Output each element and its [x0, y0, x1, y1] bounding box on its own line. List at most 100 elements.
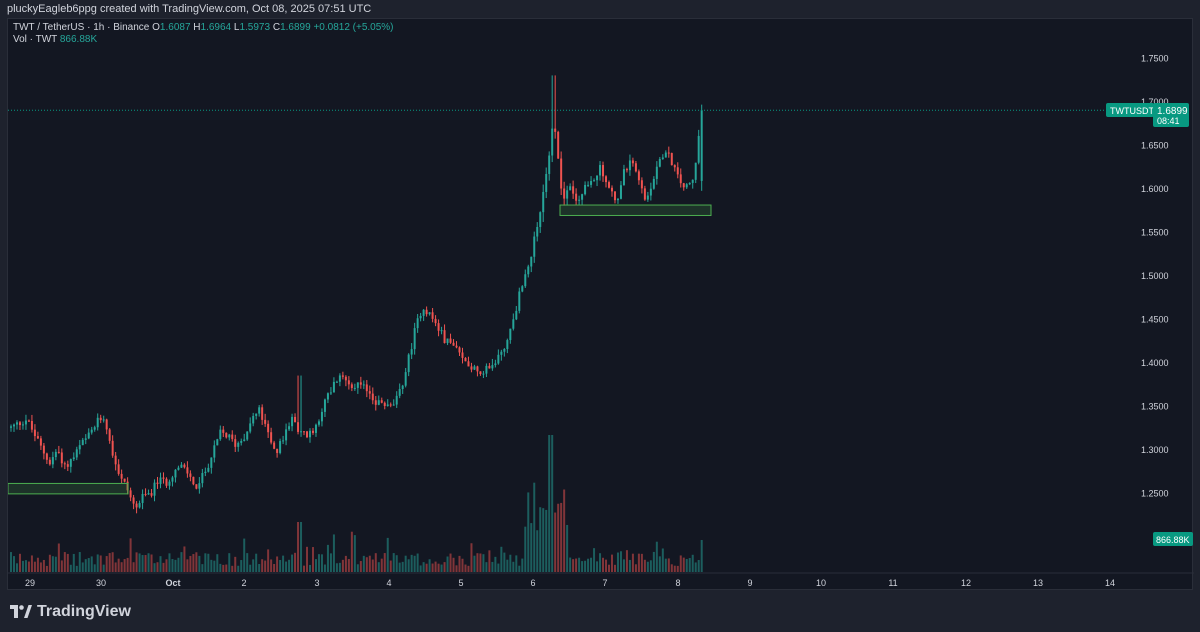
time-tick: 7 [602, 578, 607, 588]
candle-body [39, 438, 42, 446]
volume-bar [524, 526, 527, 572]
candle-body [24, 420, 27, 425]
candle-body [276, 448, 279, 453]
volume-bar [449, 553, 452, 572]
volume-bar [599, 553, 602, 572]
candle-body [273, 442, 276, 449]
volume-bar [60, 560, 63, 572]
time-tick: Oct [165, 578, 180, 588]
candle-body [581, 194, 584, 200]
volume-bar [482, 554, 485, 572]
candle-body [697, 135, 700, 163]
candle-body [33, 429, 36, 437]
volume-bar [560, 502, 563, 572]
volume-bar [314, 559, 317, 572]
volume-bar [652, 551, 655, 572]
candle-body [81, 439, 84, 446]
candle-body [494, 363, 497, 366]
candle-body [12, 424, 15, 427]
tradingview-logo[interactable]: TradingView [10, 602, 131, 622]
candle-body [27, 420, 30, 422]
candle-body [512, 319, 515, 329]
volume-bar [631, 553, 634, 572]
candle-body [326, 393, 329, 400]
candle-body [566, 190, 569, 199]
volume-bar [75, 565, 78, 572]
candle-body [294, 416, 297, 423]
candle-body [619, 185, 622, 199]
volume-bar [643, 559, 646, 572]
candle-body [117, 464, 120, 474]
candle-body [335, 381, 338, 383]
volume-bar [341, 559, 344, 572]
volume-bar [530, 523, 533, 572]
volume-bar [72, 553, 75, 572]
candle-body [153, 482, 156, 496]
candle-body [416, 318, 419, 329]
price-tick: 1.6500 [1141, 141, 1169, 151]
chart-canvas[interactable]: 1.2500 1.3000 1.3500 1.4000 1.4500 1.5000 1.55… [8, 19, 1194, 591]
candle-body [78, 445, 81, 450]
volume-bar [554, 512, 557, 572]
volume-bar [467, 565, 470, 572]
price-tick: 1.4000 [1141, 358, 1169, 368]
volume-bar [515, 555, 518, 572]
price-tick: 1.5500 [1141, 228, 1169, 238]
volume-bar [395, 555, 398, 572]
candle-body [353, 387, 356, 389]
volume-bar [625, 550, 628, 572]
candle-body [291, 416, 294, 427]
candle-body [413, 328, 416, 350]
chart-panel[interactable]: 1.2500 1.3000 1.3500 1.4000 1.4500 1.5000 1.55… [7, 18, 1194, 591]
volume-bar [679, 555, 682, 572]
candle-body [700, 110, 703, 181]
volume-bar [437, 563, 440, 572]
volume-bar [213, 560, 216, 572]
volume-bar [434, 561, 437, 572]
price-tag-symbol: TWTUSDT [1110, 106, 1154, 116]
volume-bar [584, 560, 587, 572]
candle-body [530, 256, 533, 267]
candle-body [156, 482, 159, 484]
volume-bar [608, 564, 610, 572]
candle-body [602, 165, 605, 177]
candle-body [288, 426, 291, 430]
candle-body [320, 411, 323, 422]
volume-bar [216, 554, 219, 572]
volume-bar [356, 564, 359, 572]
volume-bar [557, 503, 560, 572]
candle-body [371, 393, 374, 401]
volume-bar [655, 541, 658, 572]
tradingview-brand: TradingView [37, 603, 131, 620]
volume-bar [192, 554, 195, 572]
candle-body [171, 477, 174, 482]
price-tick: 1.5000 [1141, 271, 1169, 281]
candle-body [258, 407, 261, 414]
candle-body [437, 323, 440, 331]
candle-body [222, 429, 225, 433]
volume-bar [317, 554, 320, 572]
volume-bar [120, 562, 123, 572]
candle-body [575, 193, 578, 201]
candle-body [168, 481, 171, 486]
volume-bar [117, 558, 120, 572]
candle-body [572, 186, 575, 194]
support-zone [559, 204, 712, 216]
candle-body [679, 174, 682, 184]
volume-bar [473, 555, 476, 572]
footer: TradingView [0, 590, 1200, 632]
volume-bar [455, 565, 458, 572]
candle-body [132, 497, 135, 504]
volume-bar [401, 561, 404, 572]
volume-bar [359, 561, 362, 572]
price-tag-price: 1.6899 [1157, 106, 1188, 117]
candle-body [282, 440, 285, 442]
candle-body [515, 310, 518, 320]
volume-bar [105, 556, 108, 572]
candle-body [183, 464, 186, 468]
volume-bar [616, 552, 619, 572]
candle-body [267, 423, 270, 433]
volume-bar [21, 560, 24, 572]
candle-body [114, 455, 117, 465]
volume-bar [443, 562, 446, 572]
